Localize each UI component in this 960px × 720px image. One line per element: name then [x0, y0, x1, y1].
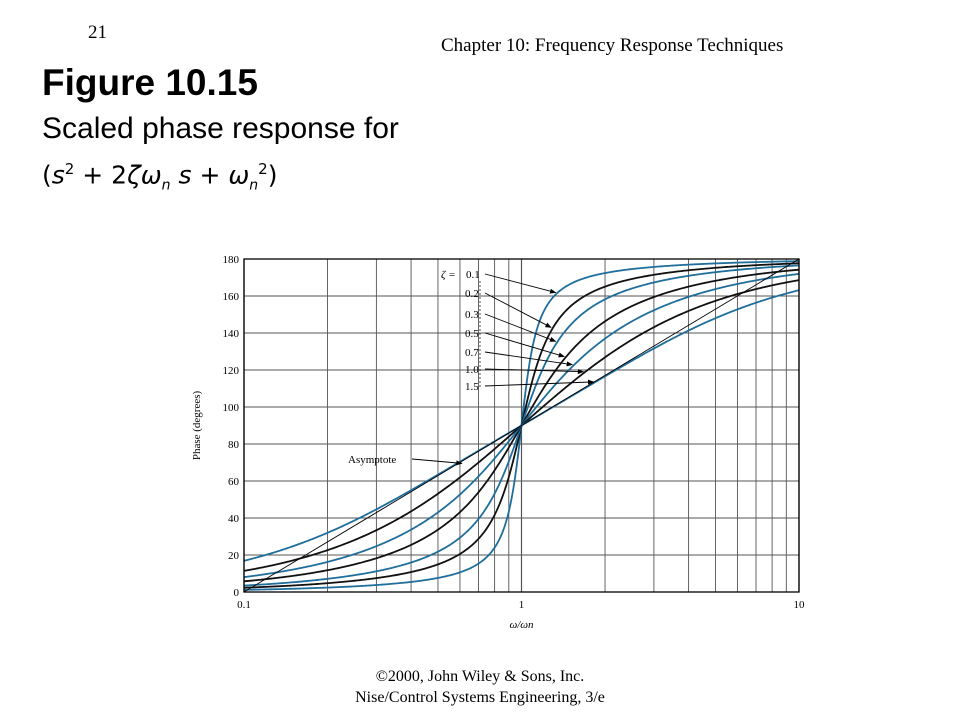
legend-label: 0.7: [465, 347, 479, 359]
asymptote-arrow: [411, 458, 463, 466]
formula-omega: ω: [140, 160, 162, 190]
y-tick-label: 20: [228, 550, 240, 562]
legend-arrow: [484, 313, 557, 342]
formula-open-paren: (: [42, 160, 52, 190]
x-tick-label: 1: [519, 599, 525, 611]
formula-s-exponent: 2: [64, 160, 75, 178]
formula-zeta: ζ: [127, 160, 141, 190]
formula-close-paren: ): [267, 160, 278, 190]
formula-plus-two: + 2: [74, 160, 128, 190]
phase-curves: [243, 258, 800, 593]
formula-omega-subscript: n: [161, 177, 171, 194]
footer-copyright: ©2000, John Wiley & Sons, Inc.: [375, 668, 585, 685]
y-tick-label: 180: [223, 254, 240, 266]
legend-arrow: [484, 379, 595, 387]
y-tick-label: 140: [223, 328, 240, 340]
plot-frame: [243, 258, 800, 593]
legend-label: 0.2: [465, 288, 479, 300]
y-tick-label: 0: [234, 587, 240, 599]
y-axis-label: Phase (degrees): [191, 391, 203, 461]
y-tick-label: 160: [223, 291, 240, 303]
legend-arrow: [484, 273, 557, 294]
formula-omega-squared-subscript: n: [249, 177, 259, 194]
figure-title: Figure 10.15: [42, 62, 258, 103]
legend-label: 0.3: [465, 309, 479, 321]
axes: 0 20 40 60 80 100 120 140 160 180 0.1 1 10 ω/ωn Phase …: [191, 254, 805, 631]
chapter-title: Chapter 10: Frequency Response Technique…: [441, 35, 784, 56]
y-tick-label: 80: [228, 439, 240, 451]
legend-label: 0.5: [465, 328, 479, 340]
legend-label: 1.0: [465, 364, 479, 376]
legend-label: 0.1: [466, 269, 480, 281]
legend-arrow: [484, 292, 552, 328]
y-tick-label: 100: [223, 402, 240, 414]
page-number: 21: [88, 22, 107, 43]
x-tick-label: 10: [794, 599, 806, 611]
y-tick-label: 60: [228, 476, 240, 488]
legend-arrow: [484, 368, 585, 375]
legend-arrow: [484, 351, 573, 367]
asymptote-label: Asymptote: [348, 454, 396, 466]
y-tick-label: 40: [228, 513, 240, 525]
formula-s: s: [51, 160, 65, 190]
legend-label: 1.5: [465, 381, 479, 393]
annotations: ζ = 0.1 0.2 0.3 0.5 0.7 1.0 1.5 Asymptote: [348, 269, 595, 466]
x-axis-label: ω/ωn: [509, 619, 534, 631]
x-tick-label: 0.1: [237, 599, 251, 611]
legend-arrow: [484, 332, 565, 358]
figure-subtitle: Scaled phase response for: [42, 112, 399, 145]
footer-book: Nise/Control Systems Engineering, 3/e: [355, 689, 605, 706]
formula-omega-exponent: 2: [258, 160, 268, 178]
asymptote-line: [243, 258, 800, 593]
formula-plus: +: [191, 160, 229, 190]
transfer-function-formula: (s2 + 2ζωn s + ωn2): [42, 160, 277, 193]
y-tick-label: 120: [223, 365, 240, 377]
legend-zeta-label: ζ =: [441, 269, 456, 281]
formula-omega-squared: ω: [228, 160, 250, 190]
formula-s2: s: [170, 160, 192, 190]
